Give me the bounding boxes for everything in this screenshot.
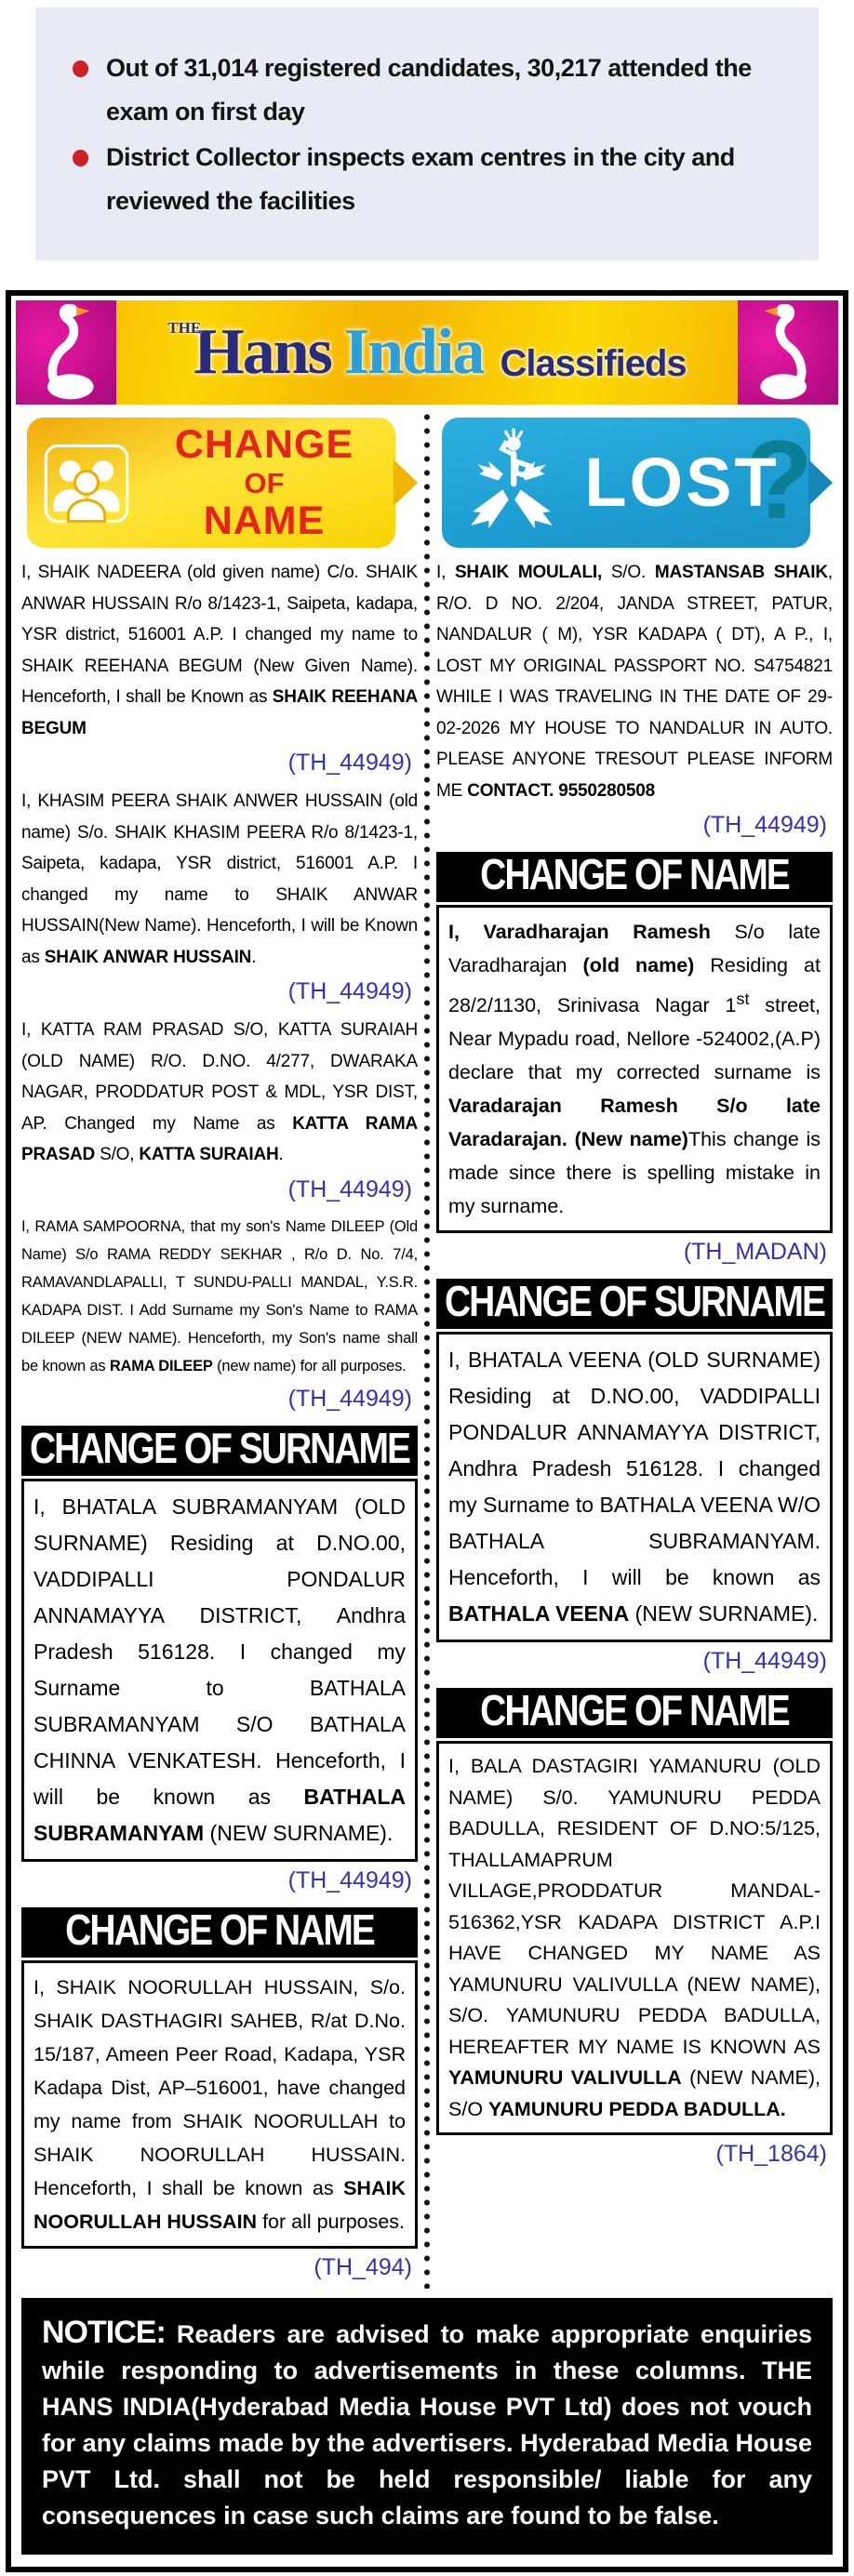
people-group-icon: [27, 434, 146, 531]
classified-ad: I, SHAIK MOULALI, S/O. MASTANSAB SHAIK, …: [436, 557, 833, 843]
bulletin-text: District Collector inspects exam centres…: [106, 143, 735, 215]
masthead: THE Hans India Classifieds: [16, 300, 838, 405]
swan-icon: [16, 300, 116, 405]
notice-box: NOTICE: Readers are advised to make appr…: [21, 2297, 833, 2555]
category-line: NAME: [203, 498, 326, 543]
lost-figure-icon: [442, 428, 581, 538]
ad-text: I, SHAIK NADEERA (old given name) C/o. S…: [21, 563, 418, 738]
ad-text: I, KATTA RAM PRASAD S/O, KATTA SURAIAH (…: [21, 1020, 419, 1164]
classified-ad: I, KATTA RAM PRASAD S/O, KATTA SURAIAH (…: [21, 1015, 418, 1207]
ad-tag: (TH_44949): [287, 978, 412, 1004]
ad-text: I, Varadharajan Ramesh S/o late Varadhar…: [436, 905, 833, 1234]
ad-text: I, BHATALA VEENA (OLD SURNAME) Residing …: [436, 1332, 833, 1643]
masthead-hans: Hans: [193, 316, 333, 388]
masthead-the: THE: [167, 319, 202, 337]
ad-tag: (TH_44949): [287, 750, 412, 776]
bulletin-item: District Collector inspects exam centres…: [58, 136, 793, 223]
classified-ad: CHANGE OF SURNAME I, BHATALA SUBRAMANYAM …: [21, 1425, 418, 1898]
category-line: CHANGE: [174, 421, 354, 467]
classified-ad: I, SHAIK NADEERA (old given name) C/o. S…: [21, 557, 418, 780]
banner-arrow-icon: [808, 459, 833, 506]
right-ads-container: I, SHAIK MOULALI, S/O. MASTANSAB SHAIK, …: [434, 557, 834, 2171]
ad-tag: (TH_MADAN): [683, 1239, 827, 1266]
masthead-india: India: [343, 316, 486, 388]
category-line: LOST: [584, 444, 780, 521]
ad-tag: (TH_44949): [702, 1648, 827, 1675]
category-banner-lost: ? LOST: [442, 418, 833, 548]
classified-ad: CHANGE OF NAME I, Varadharajan Ramesh S/o…: [436, 852, 833, 1269]
question-mark-icon: ?: [744, 418, 816, 542]
classifieds-page: Out of 31,014 registered candidates, 30,…: [0, 7, 854, 2572]
ad-header: CHANGE OF SURNAME: [21, 1425, 418, 1476]
left-ads-container: I, SHAIK NADEERA (old given name) C/o. S…: [20, 557, 420, 2285]
classifieds-frame: THE Hans India Classifieds: [6, 290, 848, 2572]
bulletin-box: Out of 31,014 registered candidates, 30,…: [35, 7, 819, 260]
bulletin-item: Out of 31,014 registered candidates, 30,…: [58, 46, 793, 134]
ad-tag: (TH_44949): [287, 1866, 412, 1893]
bullet-icon: [73, 150, 88, 166]
category-label: CHANGE OF NAME: [146, 421, 395, 543]
classified-ad: CHANGE OF NAME I, SHAIK NOORULLAH HUSSAIN…: [21, 1906, 418, 2285]
category-banner-change-of-name: CHANGE OF NAME: [27, 418, 418, 548]
masthead-classifieds: Classifieds: [500, 342, 687, 384]
classified-ad: CHANGE OF SURNAME I, BHATALA VEENA (OLD S…: [436, 1279, 833, 1679]
ad-text: I, BALA DASTAGIRI YAMANURU (OLD NAME) S/…: [436, 1741, 833, 2136]
column-divider: [423, 410, 431, 2289]
classified-ad: I, RAMA SAMPOORNA, that my son's Name DI…: [21, 1213, 418, 1416]
masthead-title: THE Hans India Classifieds: [116, 300, 738, 405]
columns: CHANGE OF NAME I, SHAIK NADEERA (old giv…: [16, 410, 838, 2289]
bullet-icon: [73, 60, 88, 77]
ad-tag: (TH_44949): [702, 812, 827, 838]
ad-tag: (TH_494): [314, 2253, 412, 2280]
banner-arrow-icon: [394, 459, 418, 506]
notice-text: Readers are advised to make appropriate …: [42, 2319, 812, 2530]
ad-text: I, SHAIK MOULALI, S/O. MASTANSAB SHAIK, …: [436, 563, 833, 801]
ad-text: I, RAMA SAMPOORNA, that my son's Name DI…: [21, 1217, 418, 1374]
ad-text: I, SHAIK NOORULLAH HUSSAIN, S/o. SHAIK D…: [21, 1959, 418, 2249]
ad-header: CHANGE OF NAME: [436, 852, 833, 902]
category-line: OF: [244, 466, 285, 499]
ad-tag: (TH_44949): [287, 1175, 412, 1202]
ad-header: CHANGE OF SURNAME: [436, 1279, 833, 1330]
classified-ad: CHANGE OF NAME I, BALA DASTAGIRI YAMANURU…: [436, 1688, 833, 2171]
ad-text: I, KHASIM PEERA SHAIK ANWER HUSSAIN (old…: [21, 791, 418, 967]
ad-tag: (TH_1864): [715, 2141, 828, 2168]
bulletin-text: Out of 31,014 registered candidates, 30,…: [106, 54, 752, 126]
swan-icon: [738, 300, 838, 405]
notice-label: NOTICE:: [42, 2314, 167, 2350]
classified-ad: I, KHASIM PEERA SHAIK ANWER HUSSAIN (old…: [21, 786, 418, 1009]
ad-tag: (TH_44949): [287, 1385, 412, 1412]
column-right: ? LOST I, SHAIK MOULALI, S/O. MASTANSAB …: [431, 410, 838, 2289]
ad-header: CHANGE OF NAME: [436, 1688, 833, 1739]
category-label: ? LOST: [581, 424, 813, 536]
column-left: CHANGE OF NAME I, SHAIK NADEERA (old giv…: [16, 410, 423, 2289]
ad-header: CHANGE OF NAME: [21, 1906, 418, 1958]
ad-text: I, BHATALA SUBRAMANYAM (OLD SURNAME) Res…: [21, 1478, 418, 1862]
